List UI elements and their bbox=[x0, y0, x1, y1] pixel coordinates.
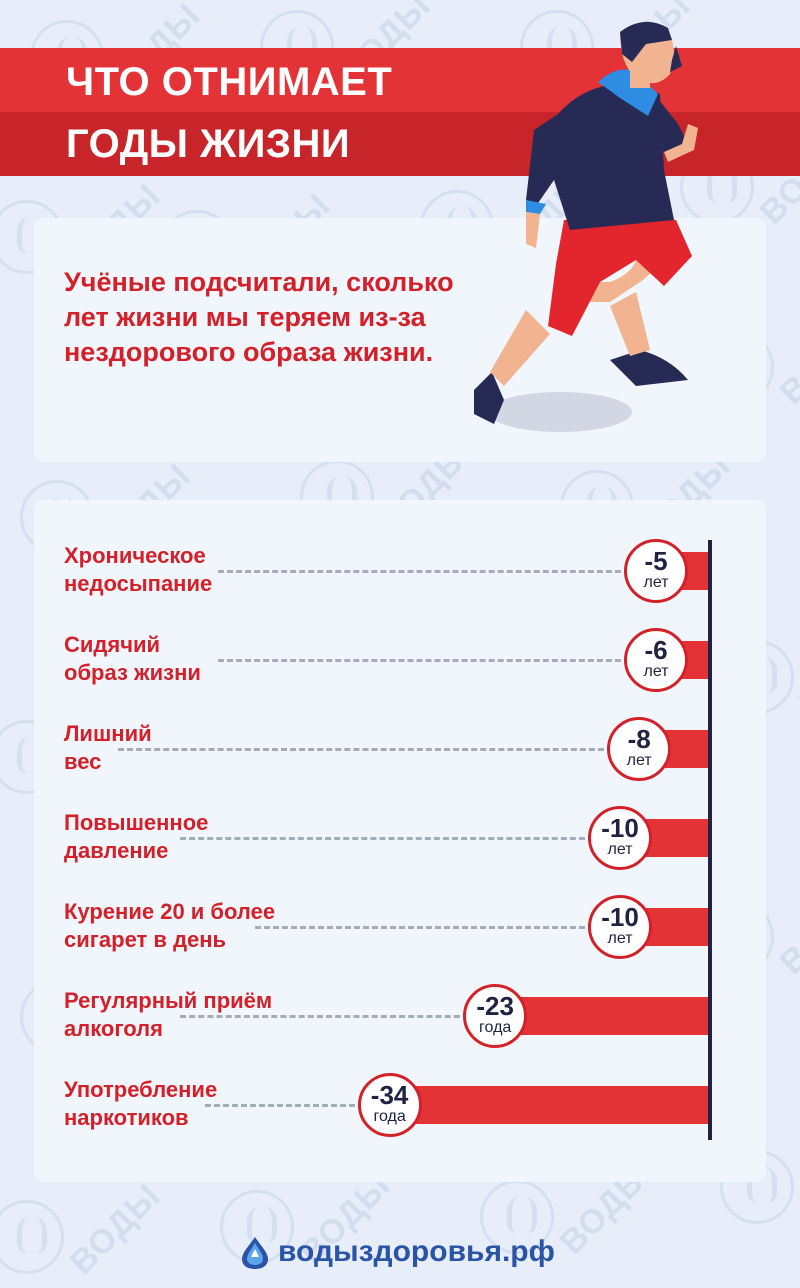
leader-line bbox=[217, 570, 630, 573]
value-label: -10 bbox=[601, 813, 639, 843]
value-label: -6 bbox=[644, 635, 668, 665]
unit-label: года bbox=[479, 1019, 512, 1036]
chart-axis-line bbox=[708, 540, 712, 1140]
value-badge: -10 лет bbox=[588, 895, 652, 959]
value-badge: -10 лет bbox=[588, 806, 652, 870]
category-label: Сидячий образ жизни bbox=[64, 632, 201, 685]
unit-label: лет bbox=[626, 752, 652, 769]
intro-text: Учёные подсчитали, сколько лет жизни мы … bbox=[64, 267, 454, 367]
watermark-text: ВОДЫ bbox=[772, 306, 800, 412]
footer[interactable]: водыздоровья.рф bbox=[238, 1232, 555, 1272]
value-label: -23 bbox=[476, 991, 514, 1021]
leader-line bbox=[180, 837, 594, 840]
watermark-text: ВОДЫ bbox=[772, 876, 800, 982]
bar bbox=[383, 1086, 710, 1124]
unit-label: лет bbox=[607, 930, 633, 947]
category-label: Повышенное давление bbox=[64, 810, 209, 863]
leader-line bbox=[217, 659, 630, 662]
page-title-line-2: ГОДЫ ЖИЗНИ bbox=[66, 122, 351, 166]
footer-site-url[interactable]: водыздоровья.рф bbox=[278, 1235, 555, 1268]
watermark-text: ВОДЫ bbox=[792, 1126, 800, 1232]
watermark-text: ВОДЫ bbox=[792, 616, 800, 722]
value-badge: -5 лет bbox=[624, 539, 688, 603]
value-label: -5 bbox=[644, 546, 668, 576]
category-label: Употребление наркотиков bbox=[64, 1077, 218, 1130]
value-label: -10 bbox=[601, 902, 639, 932]
category-label: Хроническое недосыпание bbox=[64, 543, 213, 596]
unit-label: года bbox=[373, 1108, 406, 1125]
value-badge: -23 года bbox=[463, 984, 528, 1048]
value-badge: -6 лет bbox=[624, 628, 688, 692]
category-label: Регулярный приём алкоголя bbox=[64, 988, 273, 1041]
unit-label: лет bbox=[643, 663, 669, 680]
value-label: -8 bbox=[627, 724, 651, 754]
leader-line bbox=[180, 1015, 470, 1018]
category-label: Курение 20 и более сигарет в день bbox=[64, 899, 276, 952]
value-badge: -34 года bbox=[357, 1073, 422, 1137]
category-label: Лишний вес bbox=[64, 721, 152, 774]
watermark-logo-icon bbox=[0, 1200, 64, 1274]
unit-label: лет bbox=[607, 841, 633, 858]
water-drop-logo-icon bbox=[242, 1237, 268, 1269]
page-title-line-1: ЧТО ОТНИМАЕТ bbox=[66, 60, 393, 104]
leader-line bbox=[117, 748, 614, 751]
leader-line bbox=[255, 926, 594, 929]
runner-illustration bbox=[474, 21, 698, 432]
leader-line bbox=[205, 1104, 364, 1107]
value-label: -34 bbox=[370, 1080, 409, 1110]
value-badge: -8 лет bbox=[607, 717, 672, 781]
unit-label: лет bbox=[643, 574, 669, 591]
watermark-text: ВОДЫ bbox=[62, 1176, 169, 1282]
